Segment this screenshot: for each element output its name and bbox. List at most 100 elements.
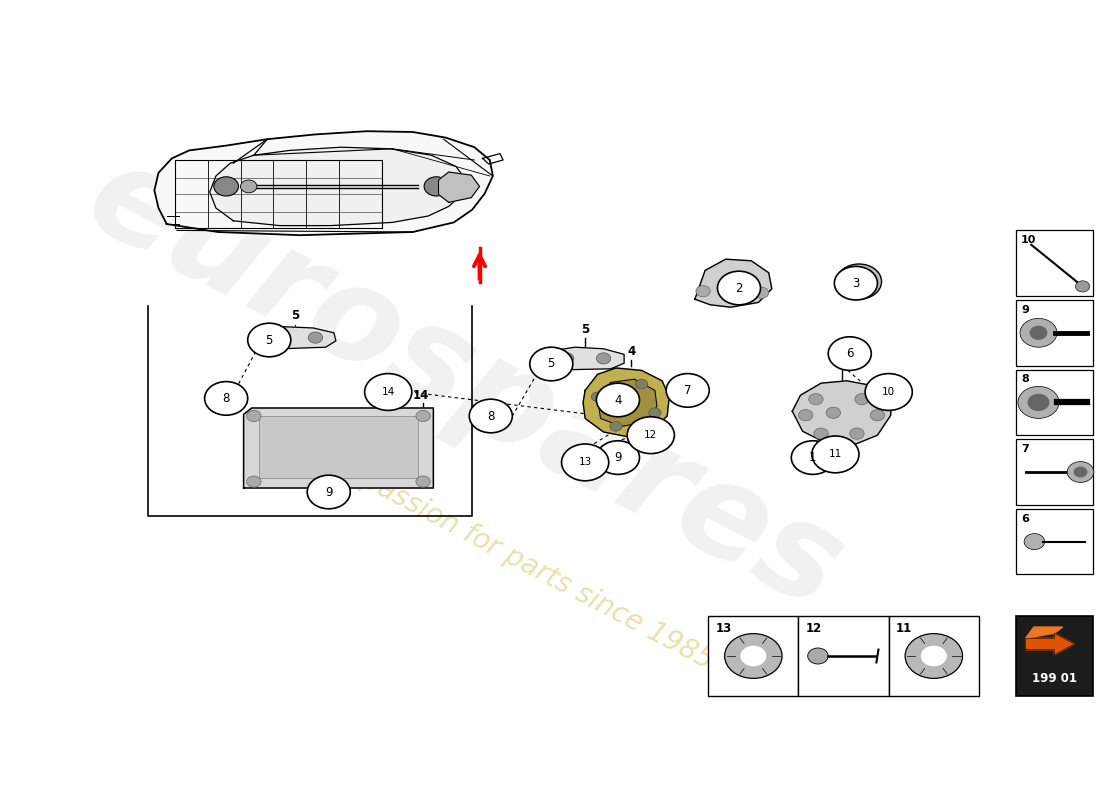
Circle shape (625, 395, 637, 405)
Polygon shape (695, 259, 772, 307)
Text: 2: 2 (735, 282, 743, 294)
Circle shape (265, 332, 279, 343)
Circle shape (470, 399, 513, 433)
Circle shape (562, 444, 608, 481)
Text: 1: 1 (837, 352, 846, 365)
Text: 12: 12 (645, 430, 658, 440)
Bar (1016, 370, 1092, 435)
Text: 5: 5 (290, 309, 299, 322)
Text: 199 01: 199 01 (1032, 672, 1077, 685)
Circle shape (596, 353, 611, 364)
Circle shape (627, 417, 674, 454)
Polygon shape (583, 368, 669, 437)
Circle shape (728, 278, 744, 291)
Polygon shape (547, 347, 624, 370)
Circle shape (1076, 281, 1090, 292)
Bar (1016, 509, 1092, 574)
Text: 11: 11 (895, 622, 912, 635)
Text: 1: 1 (810, 451, 816, 464)
Polygon shape (243, 408, 433, 488)
Bar (1016, 300, 1092, 366)
Text: 9: 9 (324, 486, 332, 498)
Text: 14: 14 (382, 387, 395, 397)
Text: 10: 10 (1021, 235, 1036, 245)
Circle shape (530, 347, 573, 381)
Circle shape (791, 441, 835, 474)
Text: 14: 14 (412, 389, 429, 402)
Text: 7: 7 (1021, 444, 1028, 454)
Text: 4: 4 (627, 346, 636, 358)
Circle shape (807, 648, 828, 664)
Circle shape (1018, 386, 1059, 418)
Bar (1016, 616, 1092, 696)
Circle shape (364, 374, 411, 410)
Circle shape (1067, 462, 1093, 482)
Circle shape (667, 374, 710, 407)
Circle shape (609, 422, 623, 431)
Text: 4: 4 (614, 394, 622, 406)
Polygon shape (254, 326, 336, 349)
Text: 8: 8 (1021, 374, 1028, 384)
Polygon shape (792, 381, 891, 445)
Circle shape (755, 287, 769, 298)
Text: 5: 5 (265, 334, 273, 346)
Circle shape (636, 379, 648, 389)
Circle shape (416, 410, 430, 422)
Circle shape (1020, 318, 1057, 347)
Circle shape (205, 382, 248, 415)
Polygon shape (154, 131, 493, 235)
Circle shape (812, 436, 859, 473)
Circle shape (849, 428, 865, 439)
Circle shape (592, 392, 604, 402)
Text: 13: 13 (579, 458, 592, 467)
Polygon shape (439, 172, 480, 202)
Text: 6: 6 (1021, 514, 1028, 524)
Circle shape (1031, 326, 1047, 339)
Circle shape (1075, 467, 1087, 477)
Circle shape (560, 353, 574, 364)
Circle shape (725, 634, 782, 678)
Circle shape (246, 410, 261, 422)
Text: 9: 9 (614, 451, 622, 464)
Text: 3: 3 (852, 277, 859, 290)
Text: a passion for parts since 1985: a passion for parts since 1985 (333, 453, 717, 675)
Circle shape (826, 407, 840, 418)
Circle shape (852, 277, 865, 286)
Polygon shape (210, 147, 466, 226)
Circle shape (741, 646, 766, 666)
Circle shape (213, 177, 239, 196)
Circle shape (596, 383, 639, 417)
Text: 12: 12 (805, 622, 822, 635)
Circle shape (307, 475, 350, 509)
Circle shape (799, 410, 813, 421)
Circle shape (835, 266, 878, 300)
Bar (708, 616, 799, 696)
Circle shape (836, 264, 881, 299)
Circle shape (596, 441, 639, 474)
Circle shape (248, 323, 290, 357)
Circle shape (922, 646, 946, 666)
Circle shape (416, 476, 430, 487)
Text: 10: 10 (882, 387, 895, 397)
Circle shape (870, 410, 884, 421)
Text: 9: 9 (1021, 305, 1028, 314)
Text: 6: 6 (846, 347, 854, 360)
Circle shape (1028, 394, 1048, 410)
Circle shape (845, 270, 873, 293)
Circle shape (1024, 534, 1045, 550)
Circle shape (425, 177, 449, 196)
Circle shape (241, 180, 257, 193)
Bar (258, 416, 418, 478)
Text: 5: 5 (548, 358, 556, 370)
Circle shape (696, 286, 711, 297)
Circle shape (814, 428, 828, 439)
Text: 8: 8 (222, 392, 230, 405)
Polygon shape (1025, 627, 1063, 638)
Text: 7: 7 (684, 384, 692, 397)
Bar (799, 616, 889, 696)
Text: 8: 8 (487, 410, 495, 422)
Circle shape (828, 337, 871, 370)
Polygon shape (1025, 634, 1075, 654)
Circle shape (905, 634, 962, 678)
Text: 13: 13 (715, 622, 732, 635)
